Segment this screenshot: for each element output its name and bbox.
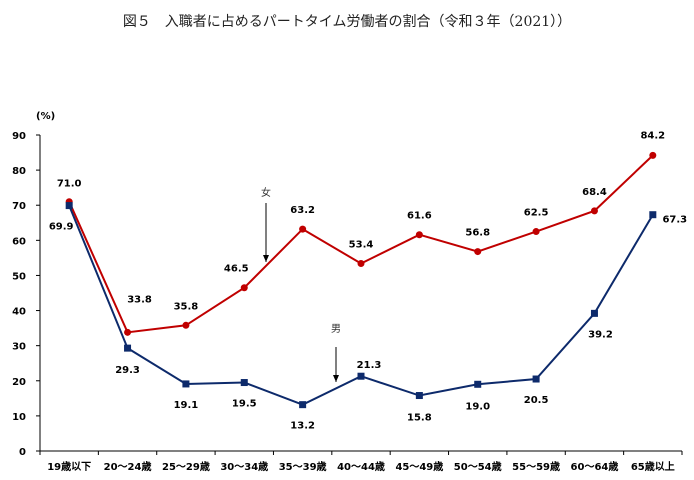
y-tick-label: 50 xyxy=(12,271,26,282)
data-point xyxy=(474,380,482,388)
data-label: 69.9 xyxy=(49,222,74,233)
x-tick-label: 40～44歳 xyxy=(337,460,385,473)
y-tick-label: 80 xyxy=(12,166,26,177)
data-point xyxy=(590,207,598,215)
data-point xyxy=(415,392,423,400)
data-label: 15.8 xyxy=(407,413,432,424)
x-tick-label: 35～39歳 xyxy=(279,460,327,473)
data-label: 61.6 xyxy=(407,211,432,222)
data-label: 56.8 xyxy=(465,228,490,239)
data-point xyxy=(649,211,657,219)
x-tick-label: 55～59歳 xyxy=(512,460,560,473)
y-tick-label: 40 xyxy=(12,307,26,318)
data-label: 67.3 xyxy=(662,215,687,226)
x-tick-label: 50～54歳 xyxy=(454,460,502,473)
data-point xyxy=(299,225,307,233)
data-label: 21.3 xyxy=(357,360,382,371)
data-point xyxy=(649,151,657,159)
data-point xyxy=(240,284,248,292)
y-tick-label: 70 xyxy=(12,201,26,212)
y-tick-label: 60 xyxy=(12,236,26,247)
y-tick-label: 30 xyxy=(12,342,26,353)
arrow-head-icon xyxy=(263,255,269,262)
data-label: 46.5 xyxy=(224,264,249,275)
data-point xyxy=(532,228,540,236)
data-label: 19.1 xyxy=(174,400,199,411)
x-tick-label: 20～24歳 xyxy=(104,460,152,473)
y-tick-label: 90 xyxy=(12,131,26,142)
data-point xyxy=(240,379,248,387)
chart-title: 図５ 入職者に占めるパートタイム労働者の割合（令和３年（2021）） xyxy=(123,13,571,30)
x-tick-label: 65歳以上 xyxy=(631,460,675,473)
x-tick-label: 25～29歳 xyxy=(162,460,210,473)
data-label: 53.4 xyxy=(349,240,374,251)
data-label: 33.8 xyxy=(127,294,152,305)
data-label: 13.2 xyxy=(290,421,315,432)
arrow-head-icon xyxy=(333,375,339,382)
x-tick-label: 45～49歳 xyxy=(395,460,443,473)
x-tick-label: 30～34歳 xyxy=(220,460,268,473)
data-point xyxy=(299,401,307,409)
data-point xyxy=(415,231,423,239)
x-tick-label: 19歳以下 xyxy=(47,460,91,473)
data-point xyxy=(124,328,132,336)
x-tick-label: 60～64歳 xyxy=(571,460,619,473)
data-point xyxy=(182,380,190,388)
data-point xyxy=(357,260,365,268)
data-label: 19.5 xyxy=(232,399,257,410)
y-tick-label: 10 xyxy=(12,412,26,423)
data-point xyxy=(532,375,540,383)
y-axis-label: (%) xyxy=(36,111,55,122)
y-tick-label: 0 xyxy=(19,447,26,458)
y-tick-label: 20 xyxy=(12,377,26,388)
series-annotation: 女 xyxy=(261,186,271,199)
data-point xyxy=(182,321,190,329)
data-label: 63.2 xyxy=(290,205,315,216)
data-label: 20.5 xyxy=(524,395,549,406)
data-label: 35.8 xyxy=(174,301,199,312)
data-point xyxy=(590,309,598,317)
data-label: 71.0 xyxy=(57,179,82,190)
series-annotation: 男 xyxy=(331,323,341,335)
data-label: 39.2 xyxy=(588,329,613,340)
data-label: 68.4 xyxy=(582,187,607,198)
data-point xyxy=(65,202,73,210)
data-point xyxy=(124,344,132,352)
data-point xyxy=(474,248,482,256)
data-label: 19.0 xyxy=(465,401,490,412)
data-label: 84.2 xyxy=(640,130,665,141)
data-label: 62.5 xyxy=(524,208,549,219)
data-label: 29.3 xyxy=(115,365,140,376)
data-point xyxy=(357,372,365,380)
